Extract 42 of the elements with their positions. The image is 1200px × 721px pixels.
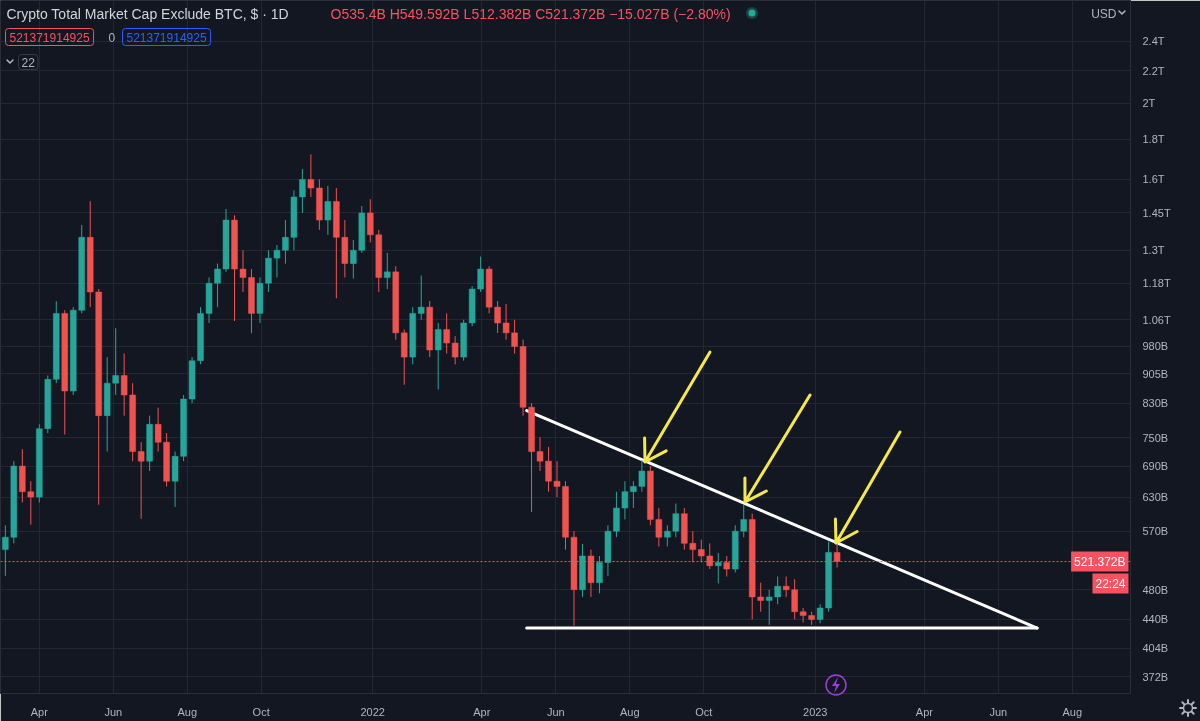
- annotation: USD: [1091, 6, 1117, 21]
- y-tick-label: 2T: [1142, 97, 1156, 110]
- annotation: 0: [108, 30, 116, 45]
- y-tick-label: 1.8T: [1142, 133, 1165, 146]
- x-tick-label: Oct: [252, 705, 270, 718]
- chart-title: Crypto Total Market Cap Exclude BTC, $ · 1D: [6, 5, 289, 22]
- annotation: 22: [21, 55, 36, 70]
- y-tick-label: 690B: [1142, 460, 1169, 473]
- y-tick-label: 1.6T: [1142, 173, 1165, 186]
- y-tick-label: 830B: [1142, 397, 1169, 410]
- x-tick-label: Jun: [989, 705, 1008, 718]
- x-tick-label: Apr: [915, 705, 934, 718]
- y-tick-label: 905B: [1142, 367, 1169, 380]
- x-tick-label: Aug: [1062, 705, 1083, 718]
- annotation: 521371914925: [9, 30, 90, 45]
- x-tick-label: Aug: [619, 705, 640, 718]
- y-tick-label: 2.4T: [1142, 35, 1165, 48]
- y-tick-label: 440B: [1142, 613, 1169, 626]
- y-tick-label: 1.45T: [1142, 206, 1171, 219]
- x-tick-label: Jun: [546, 705, 565, 718]
- x-tick-label: Jun: [104, 705, 123, 718]
- y-tick-label: 1.06T: [1142, 313, 1171, 326]
- y-tick-label: 630B: [1142, 491, 1169, 504]
- x-tick-label: Aug: [177, 705, 198, 718]
- chart-subtitle: O535.4B H549.592B L512.382B C521.372B −15.027B (−2.80%): [330, 5, 731, 22]
- y-tick-label: 372B: [1142, 670, 1169, 683]
- y-tick-label: 570B: [1142, 525, 1169, 538]
- x-tick-label: 2022: [360, 705, 385, 718]
- y-tick-label: 1.3T: [1142, 244, 1165, 257]
- x-tick-label: Apr: [30, 705, 49, 718]
- annotation: 22:24: [1095, 576, 1126, 591]
- y-tick-label: 480B: [1142, 583, 1169, 596]
- y-tick-label: 750B: [1142, 431, 1169, 444]
- x-tick-label: Oct: [695, 705, 713, 718]
- y-tick-label: 980B: [1142, 340, 1169, 353]
- x-tick-label: Apr: [473, 705, 491, 718]
- ref-line-label: 521.372B: [1074, 554, 1126, 569]
- y-tick-label: 404B: [1142, 642, 1169, 655]
- x-tick-label: 2023: [803, 705, 828, 718]
- annotation: 521371914925: [126, 30, 207, 45]
- y-tick-label: 2.2T: [1142, 64, 1165, 77]
- y-tick-label: 1.18T: [1142, 277, 1171, 290]
